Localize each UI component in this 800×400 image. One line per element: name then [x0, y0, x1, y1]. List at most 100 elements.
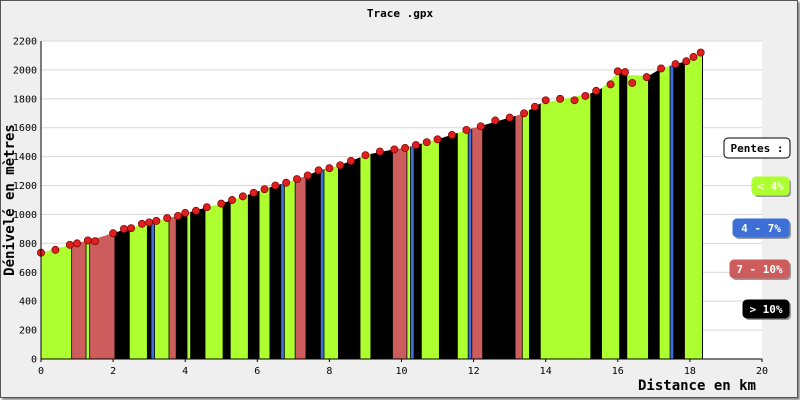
slope-segment	[41, 244, 72, 359]
slope-segment	[150, 221, 155, 359]
slope-segment	[406, 146, 411, 359]
profile-point	[592, 86, 601, 95]
y-tick-label: 400	[19, 297, 37, 308]
profile-point	[628, 78, 637, 87]
profile-point	[228, 196, 237, 204]
x-tick-label: 18	[684, 366, 696, 377]
slope-segment	[439, 133, 458, 359]
profile-point	[606, 80, 615, 89]
profile-point	[613, 67, 622, 76]
slope-segment	[280, 183, 285, 359]
profile-point	[491, 116, 500, 125]
profile-point	[530, 102, 539, 111]
legend-item: 7 - 10%	[729, 259, 791, 280]
tick-labels: 0200400600800100012001400160018002000220…	[13, 37, 768, 378]
profile-point	[152, 217, 161, 225]
y-tick-label: 600	[19, 268, 37, 279]
slope-segment	[590, 88, 602, 359]
slope-segment	[471, 125, 483, 360]
profile-point	[422, 138, 431, 147]
slope-segment	[190, 207, 206, 359]
profile-point	[476, 122, 485, 131]
slope-segment	[259, 187, 270, 359]
legend-title-box: Pentes :	[723, 137, 791, 159]
legend-item: > 10%	[742, 299, 791, 320]
slope-segment	[114, 228, 130, 359]
slope-segment	[670, 64, 674, 360]
profile-point	[271, 181, 280, 190]
legend-label: 4 - 7%	[741, 222, 781, 235]
slope-segment	[515, 113, 523, 359]
profile-point	[303, 171, 312, 180]
legend-swatch	[729, 259, 790, 279]
legend-title: Pentes :	[731, 142, 784, 155]
slope-segment	[284, 179, 296, 359]
profile-point	[145, 218, 154, 227]
profile-point	[520, 109, 529, 118]
legend-label: > 10%	[749, 303, 782, 316]
slope-segment	[392, 147, 407, 359]
slope-segment	[648, 69, 660, 359]
slope-segment	[230, 194, 249, 359]
profile-point	[119, 224, 128, 233]
slope-segment	[320, 169, 324, 359]
slope-segment	[269, 184, 281, 359]
slope-segment	[338, 157, 361, 359]
legend-swatch	[751, 176, 790, 196]
x-tick-label: 4	[182, 366, 188, 377]
y-tick-label: 1600	[13, 123, 37, 134]
profile-point	[689, 52, 698, 61]
profile-point	[325, 164, 334, 173]
slope-segment	[89, 232, 115, 359]
x-tick-label: 20	[756, 366, 768, 377]
slope-segment	[86, 240, 90, 359]
slope-segment	[684, 52, 703, 360]
slope-segment	[323, 165, 339, 359]
profile-point	[401, 144, 410, 152]
profile-point	[390, 145, 399, 154]
y-tick-label: 2000	[13, 65, 37, 76]
slope-segment	[626, 74, 649, 359]
y-tick-label: 1200	[13, 181, 37, 192]
legend-item: < 4%	[751, 176, 791, 197]
profile-point	[657, 64, 666, 73]
profile-point	[642, 73, 651, 82]
legend-title-rect	[723, 137, 791, 159]
chart-title: Trace .gpx	[367, 7, 434, 20]
profile-point	[181, 209, 190, 217]
slope-segment	[129, 222, 148, 359]
profile-point	[65, 240, 74, 249]
slope-segment	[154, 217, 169, 359]
profile-point	[682, 57, 691, 66]
x-axis-title: Distance en km	[638, 378, 756, 394]
x-tick-label: 16	[612, 366, 624, 377]
profile-point	[137, 219, 146, 228]
slope-segment	[248, 190, 260, 359]
profile-point	[109, 229, 118, 238]
profile-point	[581, 91, 590, 100]
slope-segment	[168, 216, 177, 359]
profile-point	[202, 203, 211, 212]
slope-segment	[223, 200, 231, 359]
slope-segment	[540, 93, 591, 359]
slope-segment	[360, 153, 371, 359]
profile-point	[361, 151, 370, 160]
profile-point	[696, 48, 705, 57]
profile-point	[375, 147, 384, 156]
profile-point	[541, 96, 550, 105]
slope-segment	[71, 240, 87, 359]
slope-segment	[673, 61, 685, 360]
legend-label: 7 - 10%	[736, 263, 783, 276]
profile-point	[83, 236, 92, 245]
y-axis-title: Dénivelé en mètres	[2, 124, 18, 276]
slope-segment	[410, 145, 415, 359]
slope-segment	[370, 149, 393, 359]
profile-point	[73, 239, 82, 248]
slope-segment	[147, 222, 151, 359]
profile-point	[347, 157, 355, 165]
slope-segment	[421, 138, 440, 359]
x-tick-label: 14	[540, 366, 552, 377]
slope-segment	[414, 143, 422, 359]
profile-point	[163, 214, 172, 223]
